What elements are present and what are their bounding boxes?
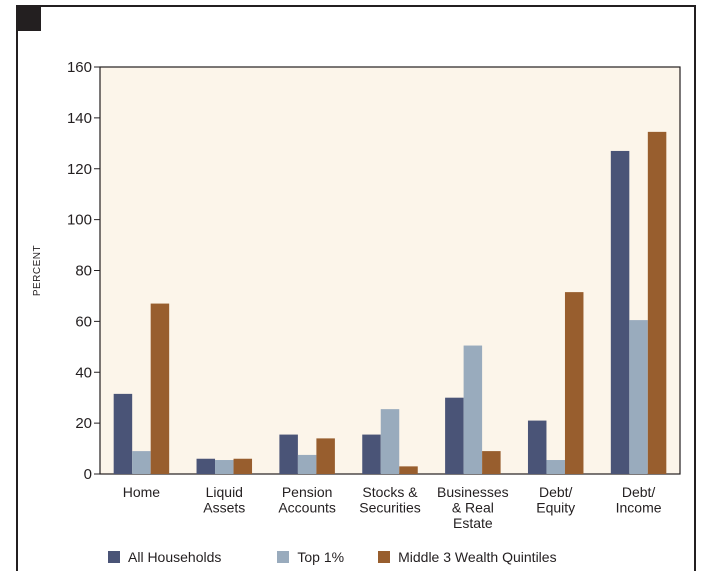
- bar-1-7: [610, 150, 630, 474]
- x-axis-labels: Home Liquid Assets Pension Accounts Stocks & S…: [123, 484, 662, 531]
- x-tick-label-line: Pension: [282, 484, 333, 500]
- x-tick-label-line: Securities: [359, 500, 420, 516]
- x-tick-label: Pension Accounts: [278, 484, 336, 516]
- x-tick-label-line: Debt/: [539, 484, 573, 500]
- legend: All Households Top 1% Middle 3 Wealth Quin…: [108, 548, 585, 566]
- bar-2-5: [463, 345, 483, 474]
- legend-label: Top 1%: [297, 549, 345, 565]
- bar-3-3: [316, 438, 335, 474]
- bar-2-1: [132, 451, 151, 474]
- x-tick-label-line: Equity: [536, 500, 575, 516]
- y-tick-label: 160: [67, 59, 92, 76]
- bar-1-6: [527, 420, 547, 474]
- legend-label: All Households: [128, 549, 222, 565]
- y-axis: 0 20 40 60 80 100 120 140 160: [67, 59, 100, 483]
- bar-1-4: [362, 434, 381, 474]
- bar-3-4: [399, 466, 418, 474]
- x-tick-label: Liquid Assets: [203, 484, 245, 516]
- y-tick-label: 0: [84, 466, 92, 483]
- y-tick-label: 120: [67, 161, 92, 178]
- bar-1-2: [196, 458, 216, 474]
- x-tick-label: Debt/Income: [616, 484, 662, 516]
- bar-1-5: [445, 397, 464, 474]
- y-tick-label: 20: [75, 415, 92, 432]
- x-tick-label-line: Stocks &: [362, 484, 418, 500]
- bar-3-2: [233, 458, 253, 474]
- x-tick-label: Businesses & Real Estate: [437, 484, 509, 531]
- bar-2-4: [380, 409, 400, 474]
- bar-3-5: [482, 451, 501, 474]
- legend-label: Middle 3 Wealth Quintiles: [398, 549, 557, 565]
- x-tick-label-line: Home: [123, 484, 161, 500]
- x-tick-label: Debt/Equity: [536, 484, 575, 516]
- x-tick-label-line: Income: [616, 500, 662, 516]
- bars: [113, 131, 667, 474]
- x-tick-label: Stocks & Securities: [359, 484, 420, 516]
- legend-swatch: [277, 551, 290, 563]
- legend-swatch: [378, 551, 391, 563]
- legend-swatch: [108, 551, 120, 563]
- x-tick-label-line: Businesses: [437, 484, 509, 500]
- x-tick-label-line: Liquid: [206, 484, 243, 500]
- x-tick-label-line: & Real: [452, 500, 494, 516]
- bar-2-2: [215, 460, 234, 474]
- legend-item: Middle 3 Wealth Quintiles: [378, 549, 557, 565]
- x-tick-label-line: Estate: [453, 515, 493, 531]
- bar-3-6: [564, 292, 584, 474]
- y-tick-label: 60: [75, 313, 92, 330]
- bar-3-7: [647, 131, 667, 474]
- x-tick-label-line: Assets: [203, 500, 245, 516]
- legend-item: Top 1%: [277, 549, 344, 565]
- bar-2-3: [297, 454, 317, 474]
- y-axis-label: PERCENT: [32, 245, 43, 296]
- bar-3-1: [150, 303, 170, 474]
- bar-1-3: [279, 434, 298, 474]
- bar-2-7: [629, 320, 648, 474]
- x-tick-label: Home: [123, 484, 161, 500]
- y-tick-label: 140: [67, 110, 92, 127]
- x-tick-label-line: Debt/: [622, 484, 656, 500]
- x-tick-label-line: Accounts: [278, 500, 336, 516]
- bar-1-1: [113, 393, 133, 474]
- y-tick-label: 100: [67, 212, 92, 229]
- corner-mark: [16, 5, 41, 31]
- y-tick-label: 80: [75, 263, 92, 280]
- y-tick-label: 40: [75, 364, 92, 381]
- bar-2-6: [546, 460, 565, 474]
- legend-item: All Households: [108, 549, 221, 565]
